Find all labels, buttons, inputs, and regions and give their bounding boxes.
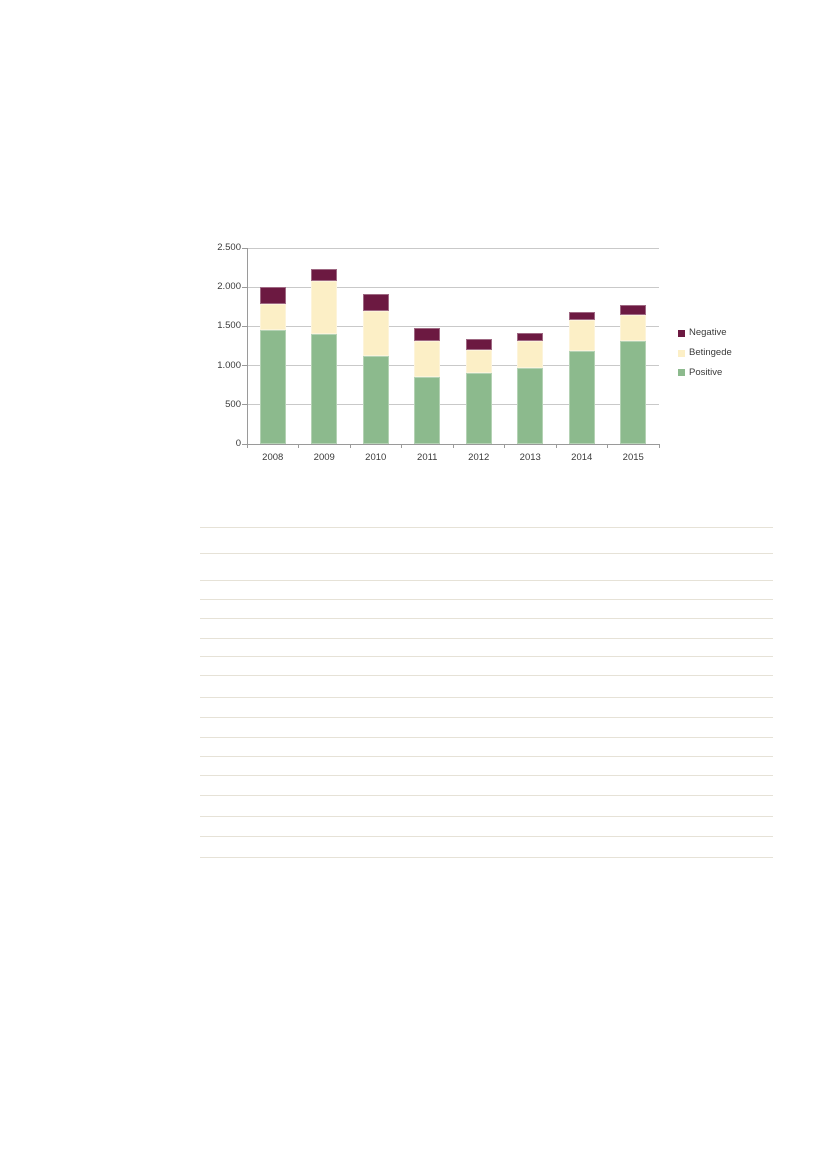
x-axis-tick [555,444,557,448]
legend-item-positive: Positive [678,366,722,380]
y-tick-label: 1.500 [217,320,241,332]
x-axis-tick [401,444,402,448]
x-tick-label: 2010 [365,452,387,463]
bar-segment-betingede-2008 [259,303,286,330]
y-tick-label: 0 [235,438,241,449]
legend-item-betingede: Betingede [678,346,732,360]
table-rule-line [200,816,773,817]
gridline [247,365,659,367]
table-rule-line [200,553,773,554]
table-rule-line [200,717,773,718]
y-axis-tick [242,443,247,445]
bar-segment-negative-2010 [362,294,389,311]
y-tick-label: 1.000 [217,359,241,371]
x-axis-tick [607,444,608,448]
x-axis-tick [298,444,299,448]
x-tick-label: 2014 [571,452,593,463]
x-axis-tick [504,444,505,448]
y-tick-label: 2.500 [217,242,241,253]
bar-segment-betingede-2010 [362,310,389,357]
table-rule-line [200,656,773,657]
table-rule-line [200,737,773,738]
table-rule-line [200,638,773,639]
table-rule-line [200,580,773,581]
x-axis-tick [452,444,454,448]
legend-swatch-positive [678,369,685,376]
y-axis-tick [242,286,247,288]
y-axis-tick [242,404,247,406]
x-tick-label: 2013 [519,452,541,463]
x-axis-tick [246,444,248,448]
bar-segment-positive-2013 [517,367,544,444]
y-tick-label: 500 [225,398,241,410]
bar-segment-negative-2015 [620,305,647,315]
table-rule-line [200,618,773,619]
table-rule-line [200,527,773,528]
gridline [247,404,659,406]
legend-label: Betingede [689,347,732,358]
x-tick-label: 2012 [468,452,490,463]
bar-segment-positive-2009 [311,334,338,444]
bar-segment-betingede-2012 [465,349,492,373]
legend-item-negative: Negative [678,326,727,340]
table-rule-line [200,697,773,698]
table-rule-line [200,599,773,600]
x-tick-label: 2015 [622,452,644,463]
y-tick-label: 2.000 [217,281,241,293]
bar-segment-negative-2014 [568,312,595,321]
legend-swatch-negative [678,329,685,337]
bar-segment-positive-2011 [414,377,441,444]
y-axis-tick [242,325,247,327]
x-tick-label: 2011 [417,452,438,463]
table-rule-line [200,857,773,858]
gridline [247,286,659,288]
bar-segment-negative-2008 [259,287,286,304]
bar-segment-betingede-2014 [568,320,595,351]
x-axis-line [247,444,659,445]
x-axis-tick [658,444,660,448]
x-axis-tick [349,444,351,448]
y-axis-tick [242,247,247,249]
table-rule-line [200,795,773,796]
y-axis-tick [242,365,247,367]
bar-segment-positive-2010 [362,356,389,444]
x-tick-label: 2009 [313,452,335,463]
table-rule-line [200,675,773,676]
bar-segment-positive-2012 [465,372,492,444]
legend-label: Negative [689,327,727,338]
bar-segment-betingede-2009 [311,280,338,335]
bar-segment-negative-2011 [414,327,441,342]
table-rule-line [200,836,773,837]
bar-segment-positive-2008 [259,329,286,444]
table-rule-line [200,775,773,776]
bar-segment-negative-2013 [517,332,544,342]
bar-segment-betingede-2013 [517,341,544,368]
bar-segment-negative-2009 [311,269,338,281]
gridline [247,247,659,249]
bar-segment-negative-2012 [465,338,492,350]
x-tick-label: 2008 [262,452,284,463]
bar-segment-positive-2014 [568,350,595,444]
bar-segment-betingede-2015 [620,314,647,342]
legend-swatch-betingede [678,349,685,357]
bar-segment-positive-2015 [620,341,647,444]
y-axis-line [246,248,248,445]
gridline [247,325,659,327]
bar-segment-betingede-2011 [414,341,441,378]
table-rule-line [200,756,773,757]
legend-label: Positive [689,366,723,378]
